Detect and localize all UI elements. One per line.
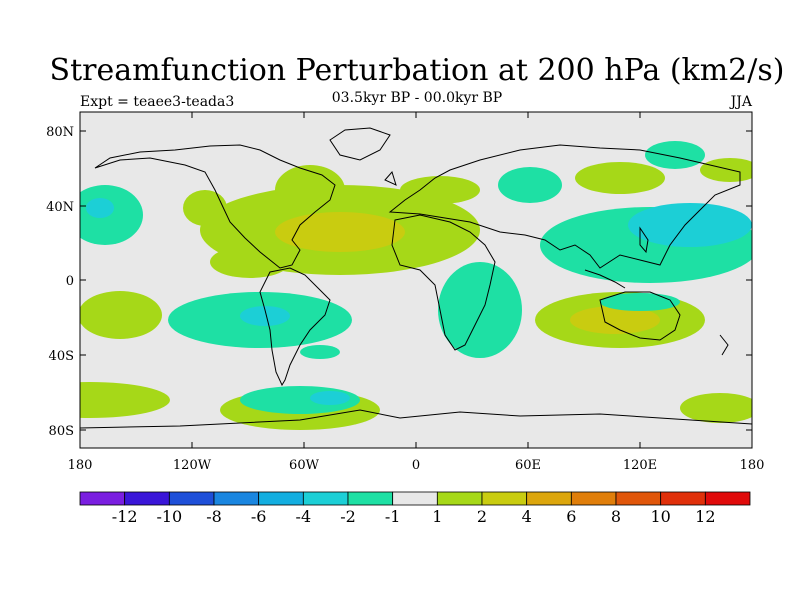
anomaly-europe — [400, 176, 480, 204]
colorbar-label: -10 — [156, 507, 182, 526]
anomaly-n-america-east — [275, 165, 345, 215]
colorbar-label: -12 — [112, 507, 138, 526]
anomaly-arctic — [645, 141, 705, 169]
colorbar-swatch — [526, 491, 572, 506]
colorbar-label: 10 — [650, 507, 670, 526]
coastline-north-america — [94, 144, 336, 269]
anomaly-africa-south — [438, 262, 522, 358]
y-tick-label: 80N — [46, 125, 74, 140]
colorbar-swatch — [213, 491, 260, 506]
strong-anomaly-australia — [570, 306, 660, 334]
contour-fills — [80, 141, 752, 430]
anomaly-southern-ocean-west — [80, 382, 170, 418]
coastlines — [80, 127, 752, 429]
y-tick-label: 80S — [49, 424, 74, 439]
x-tick-label: 60W — [289, 458, 320, 473]
subtitle-right: JJA — [729, 94, 753, 110]
colorbar-label: -6 — [251, 507, 267, 526]
colorbar-label: 4 — [522, 507, 532, 526]
strong-negative-regions — [86, 198, 752, 405]
coastline-south-america — [259, 267, 331, 387]
colorbar-label: -1 — [385, 507, 401, 526]
colorbar-swatch — [168, 491, 215, 506]
strong-anomaly-east-asia — [628, 203, 752, 247]
colorbar-label: 6 — [566, 507, 576, 526]
anomaly-south-atlantic-small — [300, 345, 340, 359]
anomaly-n-america-west — [183, 190, 227, 226]
colorbar-swatch — [258, 491, 304, 506]
colorbar-label: 8 — [611, 507, 621, 526]
anomaly-bering — [700, 158, 752, 182]
anomaly-siberia — [575, 162, 665, 194]
x-tick-label: 60E — [515, 458, 541, 473]
colorbar-swatch — [660, 491, 706, 506]
x-tick-label: 120E — [623, 458, 657, 473]
anomaly-south-pacific — [80, 291, 162, 339]
colorbar-label: -2 — [340, 507, 356, 526]
anomaly-central-asia — [498, 167, 562, 203]
colorbar-swatch — [615, 491, 662, 506]
coastline-greenland — [329, 127, 391, 161]
anomaly-indonesia — [600, 293, 680, 311]
strong-anomaly-atlantic — [275, 212, 405, 252]
coastline-africa — [391, 214, 496, 351]
strong-anomaly-south-ocean — [310, 391, 350, 405]
colorbar-label: 12 — [695, 507, 715, 526]
coastline-eurasia — [388, 144, 741, 269]
y-tick-label: 40S — [49, 349, 74, 364]
coastline-australia — [599, 291, 681, 341]
y-tick-label: 40N — [46, 200, 74, 215]
colorbar-swatch — [79, 491, 126, 506]
strong-anomaly-south-america — [240, 306, 290, 326]
coastline-indonesia — [584, 269, 626, 289]
colorbar-swatch — [570, 491, 617, 506]
x-tick-label: 0 — [412, 458, 420, 473]
colorbar-swatch — [436, 491, 483, 506]
coastline-antarctica — [80, 409, 752, 429]
colorbar-swatch — [124, 491, 170, 506]
colorbar-label: -4 — [296, 507, 312, 526]
map-panel: 80N 40N 0 40S 80S 180 120W 60W 0 60E 120… — [46, 111, 765, 473]
colorbar-swatch — [481, 491, 528, 506]
colorbar-swatch — [704, 491, 751, 506]
x-tick-label: 180 — [68, 458, 93, 473]
x-tick-label: 180 — [740, 458, 765, 473]
strong-positive-regions — [275, 212, 660, 334]
colorbar-swatch — [392, 491, 438, 506]
y-tick-label: 0 — [66, 274, 74, 289]
figure-title: Streamfunction Perturbation at 200 hPa (… — [50, 53, 785, 88]
coastline-new-zealand — [719, 334, 729, 356]
colorbar-label: 2 — [477, 507, 487, 526]
colorbar: -12 -10 -8 -6 -4 -2 -1 1 2 4 6 8 10 12 — [79, 491, 751, 526]
colorbar-label: 1 — [432, 507, 442, 526]
colorbar-label: -8 — [206, 507, 222, 526]
colorbar-swatch — [302, 491, 349, 506]
subtitle-left: Expt = teaee3-teada3 — [80, 94, 234, 110]
axis-tick-marks — [80, 112, 752, 448]
anomaly-southern-ocean-east — [680, 393, 752, 423]
x-tick-label: 120W — [173, 458, 212, 473]
subtitle-center: 03.5kyr BP - 00.0kyr BP — [332, 90, 502, 106]
coastline-british-isles — [384, 170, 397, 186]
colorbar-swatch — [347, 491, 394, 506]
strong-anomaly-north-pacific — [86, 198, 114, 218]
anomaly-central-america — [210, 246, 290, 278]
coastline-japan — [639, 226, 649, 254]
